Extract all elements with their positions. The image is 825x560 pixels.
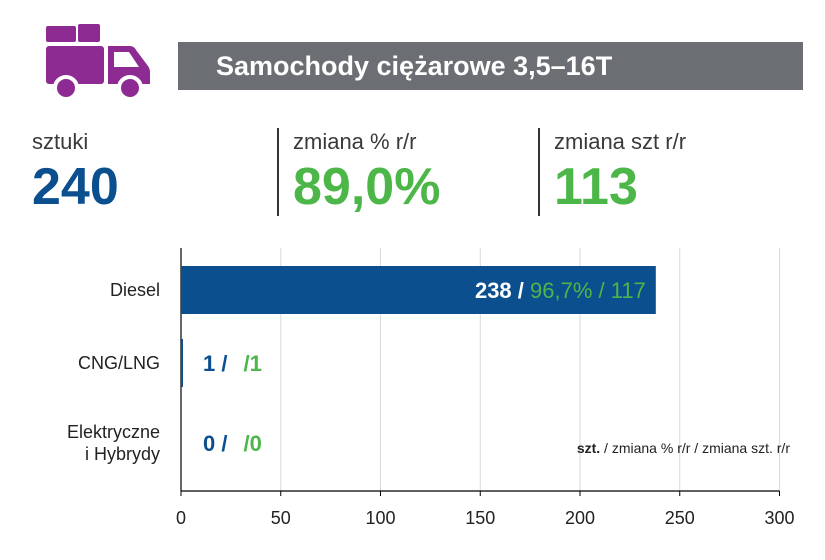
x-tick-label: 300 [764,508,794,528]
category-label: Elektryczne [67,422,160,442]
category-label: CNG/LNG [78,353,160,373]
kpi-change-units-label: zmiana szt r/r [554,129,687,154]
x-tick-label: 50 [271,508,291,528]
bar-data-label: 0 //0 [203,431,262,456]
page-title: Samochody ciężarowe 3,5–16T [178,42,803,90]
x-tick-label: 100 [365,508,395,528]
kpi-units-label: sztuki [32,129,89,154]
bar-data-label: 238 / 96,7% / 117 [475,278,646,303]
category-label: Diesel [110,280,160,300]
truck-icon [46,24,150,100]
bar [181,339,183,387]
kpi-change-pct: zmiana % r/r 89,0% [293,128,440,216]
kpi-divider [538,128,540,216]
category-label: i Hybrydy [85,444,160,464]
kpi-divider [277,128,279,216]
bar-data-label: 1 //1 [203,351,262,376]
x-tick-label: 0 [176,508,186,528]
kpi-change-pct-label: zmiana % r/r [293,129,417,154]
kpi-units-value: 240 [32,158,119,216]
kpi-change-pct-value: 89,0% [293,158,441,216]
kpi-change-units-value: 113 [554,158,638,216]
kpi-change-units: zmiana szt r/r 113 [554,128,686,216]
x-tick-label: 200 [565,508,595,528]
bar [181,266,656,314]
kpi-units: sztuki 240 [32,128,119,216]
x-tick-label: 250 [665,508,695,528]
legend-note: szt. / zmiana % r/r / zmiana szt. r/r [577,440,790,456]
x-tick-label: 150 [465,508,495,528]
